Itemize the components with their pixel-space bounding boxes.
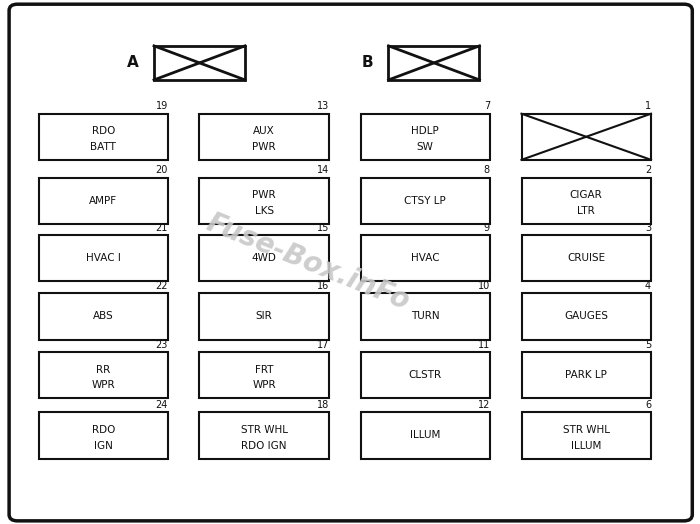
Text: RDO: RDO <box>92 425 115 435</box>
Bar <box>389 46 480 80</box>
Text: 17: 17 <box>316 340 329 350</box>
Bar <box>360 178 490 224</box>
Text: 6: 6 <box>645 400 651 410</box>
Text: SW: SW <box>416 142 434 152</box>
Text: 22: 22 <box>155 281 168 291</box>
Bar <box>522 352 651 398</box>
Text: 24: 24 <box>155 400 168 410</box>
Text: LKS: LKS <box>255 206 274 216</box>
Text: 15: 15 <box>316 223 329 233</box>
Text: BATT: BATT <box>90 142 116 152</box>
Bar <box>199 293 329 340</box>
Text: 13: 13 <box>316 101 329 111</box>
Text: RR: RR <box>96 365 111 375</box>
Bar <box>199 352 329 398</box>
Text: 16: 16 <box>316 281 329 291</box>
Text: 20: 20 <box>155 165 168 175</box>
Bar <box>199 235 329 281</box>
Bar <box>154 46 245 80</box>
Text: TURN: TURN <box>411 311 440 322</box>
Bar <box>522 293 651 340</box>
Text: PWR: PWR <box>253 142 276 152</box>
Bar <box>522 412 651 458</box>
Bar <box>38 352 168 398</box>
Text: 11: 11 <box>477 340 490 350</box>
Text: ABS: ABS <box>93 311 113 322</box>
Bar <box>522 178 651 224</box>
Text: RDO IGN: RDO IGN <box>241 441 287 451</box>
Text: ILLUM: ILLUM <box>571 441 601 451</box>
Bar <box>360 352 490 398</box>
Text: 9: 9 <box>484 223 490 233</box>
Text: 19: 19 <box>155 101 168 111</box>
Bar <box>38 235 168 281</box>
Text: 7: 7 <box>484 101 490 111</box>
Text: CRUISE: CRUISE <box>567 253 606 264</box>
Text: 21: 21 <box>155 223 168 233</box>
Text: LTR: LTR <box>578 206 595 216</box>
Text: PARK LP: PARK LP <box>566 370 607 380</box>
Bar <box>38 114 168 160</box>
Text: 1: 1 <box>645 101 651 111</box>
Text: 12: 12 <box>477 400 490 410</box>
Text: 4: 4 <box>645 281 651 291</box>
Bar <box>522 235 651 281</box>
Text: PWR: PWR <box>253 190 276 200</box>
Text: B: B <box>361 56 373 70</box>
Text: 5: 5 <box>645 340 651 350</box>
Text: WPR: WPR <box>92 380 115 390</box>
Text: 2: 2 <box>645 165 651 175</box>
Text: 3: 3 <box>645 223 651 233</box>
Text: CLSTR: CLSTR <box>409 370 442 380</box>
Bar <box>38 178 168 224</box>
Text: HVAC I: HVAC I <box>86 253 120 264</box>
Text: GAUGES: GAUGES <box>564 311 608 322</box>
Text: FRT: FRT <box>255 365 274 375</box>
Bar <box>360 293 490 340</box>
Text: 14: 14 <box>316 165 329 175</box>
Bar <box>38 293 168 340</box>
Bar <box>38 412 168 458</box>
Text: STR WHL: STR WHL <box>241 425 288 435</box>
Bar <box>199 178 329 224</box>
Text: ILLUM: ILLUM <box>410 430 440 441</box>
Text: 4WD: 4WD <box>252 253 276 264</box>
FancyBboxPatch shape <box>9 4 692 521</box>
Text: WPR: WPR <box>253 380 276 390</box>
Text: 8: 8 <box>484 165 490 175</box>
Bar <box>360 412 490 458</box>
Text: 23: 23 <box>155 340 168 350</box>
Text: CTSY LP: CTSY LP <box>405 195 446 206</box>
Text: IGN: IGN <box>94 441 113 451</box>
Text: Fuse-Box.inFo: Fuse-Box.inFo <box>202 209 414 315</box>
Text: A: A <box>127 56 139 70</box>
Text: STR WHL: STR WHL <box>563 425 610 435</box>
Text: RDO: RDO <box>92 126 115 136</box>
Text: HVAC: HVAC <box>411 253 440 264</box>
Bar <box>360 235 490 281</box>
Text: SIR: SIR <box>256 311 272 322</box>
Text: AMPF: AMPF <box>89 195 118 206</box>
Text: AUX: AUX <box>253 126 275 136</box>
Bar <box>360 114 490 160</box>
Text: 10: 10 <box>477 281 490 291</box>
Bar <box>199 114 329 160</box>
Text: HDLP: HDLP <box>412 126 439 136</box>
Text: 18: 18 <box>316 400 329 410</box>
Bar <box>522 114 651 160</box>
Bar <box>199 412 329 458</box>
Text: CIGAR: CIGAR <box>570 190 603 200</box>
